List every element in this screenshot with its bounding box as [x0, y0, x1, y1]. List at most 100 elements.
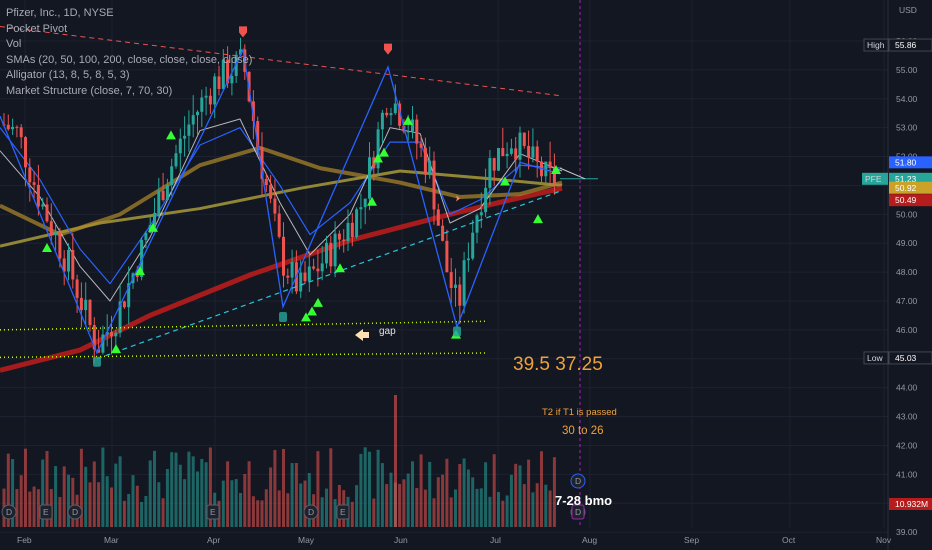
resistance-trendline: [0, 26, 563, 97]
volume-bar: [277, 490, 281, 527]
volume-bar: [204, 462, 208, 527]
indicator-volume[interactable]: Vol: [6, 38, 22, 50]
volume-bar: [105, 476, 109, 527]
candle-body: [320, 263, 324, 272]
event-marker-label: D: [575, 476, 581, 486]
pocket-pivot-marker: [551, 165, 561, 174]
indicator-pocket-pivot[interactable]: Pocket Pivot: [6, 22, 68, 35]
volume-bar: [135, 485, 139, 527]
volume-bar: [32, 486, 36, 527]
gap-arrow-icon: [355, 329, 369, 341]
candle-body: [264, 178, 268, 186]
volume-bar: [36, 489, 40, 527]
chart-annotations: gap 39.5 37.25 T2 if T1 is passed 30 to 26 7…: [355, 326, 617, 508]
volume-bar: [191, 456, 195, 527]
price-marker-value: 55.86: [895, 40, 917, 50]
price-marker-value: 50.92: [895, 183, 917, 193]
candle-body: [346, 222, 350, 242]
sma-200-line: [0, 185, 563, 373]
candle-body: [15, 126, 19, 128]
price-marker-box: [889, 181, 932, 194]
volume-bar: [243, 473, 247, 527]
volume-bar: [423, 489, 427, 527]
candle-body: [140, 239, 144, 277]
candle-body: [449, 272, 453, 288]
volume-bar: [402, 479, 406, 527]
candle-body: [79, 297, 83, 311]
candle-body: [161, 190, 165, 201]
candle-body: [475, 215, 479, 233]
price-marker-value: 45.03: [895, 353, 917, 363]
indicator-smas[interactable]: SMAs (20, 50, 100, 200, close, close, cl…: [6, 53, 253, 66]
time-tick-label: Mar: [104, 535, 119, 545]
time-tick-label: Feb: [17, 535, 32, 545]
candle-body: [19, 127, 23, 138]
candle-body: [385, 112, 389, 116]
price-axis: USD39.0040.0041.0042.0043.0044.0045.0046…: [862, 5, 932, 537]
candle-body: [350, 222, 354, 238]
volume-bar: [28, 491, 32, 527]
candle-body: [49, 221, 53, 236]
candle-body: [84, 299, 88, 311]
volume-bar: [320, 497, 324, 527]
volume-bar: [62, 466, 66, 527]
volume-bar: [84, 466, 88, 527]
price-tick-label: 53.00: [896, 123, 918, 133]
chart-title[interactable]: Pfizer, Inc., 1D, NYSE: [6, 7, 114, 19]
volume-bar: [170, 452, 174, 527]
volume-bar: [174, 452, 178, 527]
candle-body: [234, 54, 238, 76]
volume-bar: [127, 493, 131, 527]
pocket-pivot-marker: [379, 147, 389, 157]
candle-body: [135, 273, 139, 277]
candle-body: [24, 137, 27, 168]
volume-bar: [501, 500, 505, 527]
volume-bar: [114, 463, 118, 527]
volume-spike: [394, 395, 397, 527]
pocket-pivot-marker: [367, 196, 377, 206]
candle-body: [122, 301, 126, 308]
sma-50-line: [0, 127, 563, 285]
volume-bar: [535, 483, 539, 527]
candle-body: [6, 124, 10, 130]
candle-body: [325, 242, 328, 264]
indicator-market-structure[interactable]: Market Structure (close, 7, 70, 30): [6, 84, 173, 97]
candle-body: [342, 239, 346, 242]
cross-marker: [456, 195, 460, 202]
volume-bar: [11, 459, 15, 527]
candle-body: [239, 49, 242, 55]
volume-bar: [230, 480, 234, 527]
volume-bar: [260, 500, 264, 527]
pocket-pivot-marker: [42, 243, 52, 252]
volume-bar: [372, 498, 376, 527]
volume-bar: [544, 484, 548, 527]
volume-bar: [466, 469, 470, 527]
candle-body: [183, 135, 187, 139]
price-tick-label: 55.00: [896, 65, 918, 75]
volume-bar: [140, 501, 144, 527]
candle-body: [226, 59, 230, 84]
candle-body: [191, 115, 195, 125]
indicator-alligator[interactable]: Alligator (13, 8, 5, 8, 5, 3): [6, 69, 130, 81]
candle-body: [110, 331, 113, 337]
candle-body: [230, 75, 234, 84]
volume-bar: [484, 462, 488, 527]
candle-body: [165, 184, 169, 201]
swing-high-marker: [384, 43, 392, 55]
price-marker-box: [889, 498, 932, 510]
pocket-pivot-marker: [533, 214, 543, 224]
gap-label: gap: [379, 326, 396, 337]
event-marker-label: E: [210, 507, 216, 517]
candle-body: [471, 232, 475, 259]
candle-body: [312, 266, 316, 269]
candle-body: [419, 143, 423, 148]
candle-body: [299, 272, 303, 292]
pocket-pivot-marker: [148, 222, 158, 232]
candle-body: [178, 138, 182, 154]
time-tick-label: Oct: [782, 535, 796, 545]
candle-body: [101, 334, 105, 353]
price-tick-label: 47.00: [896, 296, 918, 306]
volume-bar: [286, 493, 290, 527]
candle-body: [329, 242, 333, 267]
